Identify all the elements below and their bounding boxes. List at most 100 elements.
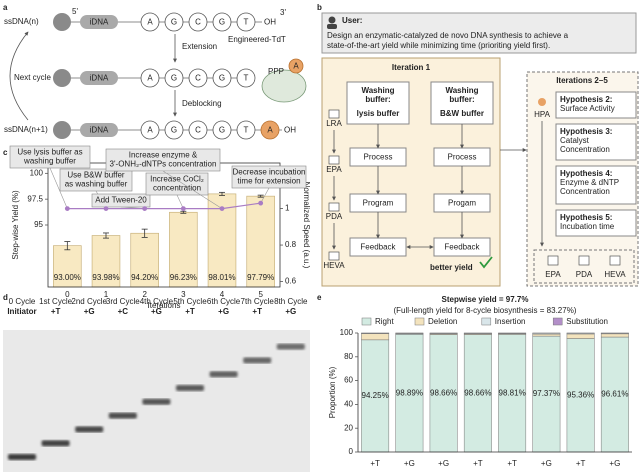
legend-label: Right [375, 317, 394, 326]
base-label: G [171, 18, 177, 27]
base-label: T [244, 126, 249, 135]
base-label: A [147, 74, 153, 83]
agent-label: HEVA [604, 270, 626, 279]
hypothesis-box [555, 209, 637, 237]
hypothesis-text: Concentration [560, 145, 610, 154]
wash-box [346, 81, 410, 125]
base-label: A [147, 18, 153, 27]
step-label: Extension [182, 42, 217, 51]
gel-band [276, 343, 305, 350]
lane-step: Initiator [7, 307, 36, 316]
cycle-arrow [9, 31, 29, 121]
bar-value-label: 97.37% [533, 389, 560, 398]
x-tick-label: +G [404, 459, 415, 468]
user-icon [328, 16, 336, 24]
initiator-pill [80, 15, 118, 29]
chart-title: Stepwise yield = 97.7% [442, 295, 529, 304]
hypothesis-name: Hypothesis 3: [560, 127, 612, 136]
chart-subtitle: (Full-length yield for 8-cycle biosynthe… [394, 306, 577, 315]
base [188, 120, 208, 140]
lane-cycle: 0 Cycle [9, 297, 36, 306]
y2-axis-label: Normalized Speed (a.u.) [302, 182, 311, 269]
annotation-leader [176, 194, 184, 209]
bar-value-label: 96.23% [170, 273, 197, 282]
initiator-pill [80, 123, 118, 137]
agent-icon [538, 98, 546, 106]
stacked-bar [498, 334, 527, 453]
agent-icon [547, 255, 559, 266]
annotation-text: time for extension [237, 177, 300, 186]
agent-icon [328, 202, 340, 212]
three-prime: 3' [280, 8, 286, 17]
base-label: T [244, 74, 249, 83]
bar-value-label: 97.79% [247, 273, 274, 282]
user-label: User: [342, 16, 362, 25]
wash-heading: Washing [445, 86, 478, 95]
annotation-text: Add Tween-20 [95, 196, 147, 205]
x-tick-label: +G [541, 459, 552, 468]
annotation-text: Use lysis buffer as [17, 148, 82, 157]
y-tick-label: 95 [34, 220, 43, 229]
legend-label: Deletion [428, 317, 457, 326]
annotation-leader [49, 167, 68, 209]
lane-cycle: 3rd Cycle [106, 297, 140, 306]
stacked-bar [429, 334, 458, 453]
user-prompt: Design an enzymatic-catalyzed de novo DN… [327, 31, 569, 40]
program-label: Progam [448, 199, 476, 208]
lane-step: +C [118, 307, 129, 316]
wash-option: lysis buffer [357, 109, 400, 118]
base-label: G [219, 74, 225, 83]
user-box [321, 12, 637, 54]
annotation-text: Decrease incubation [233, 168, 306, 177]
panel-label: b [317, 3, 322, 12]
bar-value-label: 98.66% [464, 388, 491, 397]
base-label: A [147, 126, 153, 135]
base [164, 68, 184, 88]
agent-label: PDA [576, 270, 593, 279]
base-label: T [244, 18, 249, 27]
base-label: C [195, 126, 201, 135]
lane-step: +G [151, 307, 162, 316]
agent-icon [328, 155, 340, 165]
wash-option: B&W buffer [440, 109, 484, 118]
lane-cycle: 2nd Cycle [71, 297, 107, 306]
initiator-label: iDNA [90, 74, 109, 83]
gel-band [142, 398, 171, 405]
process-label: Process [364, 153, 393, 162]
annotation-box [105, 148, 221, 172]
base-label: G [171, 74, 177, 83]
x-tick-label: 1 [104, 290, 109, 299]
legend-swatch [414, 317, 425, 326]
hypothesis-text: Enzyme & dNTP [560, 178, 619, 187]
base [236, 68, 256, 88]
lane-step: +T [185, 307, 195, 316]
gel-band [243, 357, 272, 364]
agent-label: PDA [326, 212, 343, 221]
stacked-bar [361, 333, 390, 341]
base-label: G [171, 126, 177, 135]
bar-value-label: 98.01% [208, 273, 235, 282]
agent-icon [609, 255, 621, 266]
wash-heading: Washing [361, 86, 394, 95]
legend-label: Insertion [495, 317, 526, 326]
lane-step: +G [218, 307, 229, 316]
hypothesis-text: Concentration [560, 187, 610, 196]
strand-label: ssDNA(n) [4, 17, 39, 26]
enzyme [261, 69, 307, 103]
gel-band [108, 412, 137, 419]
support-bead [53, 121, 71, 139]
bar-value-label: 96.61% [601, 390, 628, 399]
hypothesis-box [555, 165, 637, 205]
lane-cycle: 5th Cycle [173, 297, 207, 306]
check-mark [479, 256, 493, 269]
lane-cycle: 8th Cycle [274, 297, 308, 306]
stacked-bar [463, 334, 492, 453]
hypothesis-text: Catalyst [560, 136, 590, 145]
x-tick-label: 0 [65, 290, 70, 299]
x-tick-label: 3 [181, 290, 186, 299]
initiator-label: iDNA [90, 126, 109, 135]
triphosphate: PPP [268, 67, 284, 76]
agent-icon [328, 109, 340, 119]
hydroxyl: OH [284, 126, 296, 135]
lane-step: +T [252, 307, 262, 316]
